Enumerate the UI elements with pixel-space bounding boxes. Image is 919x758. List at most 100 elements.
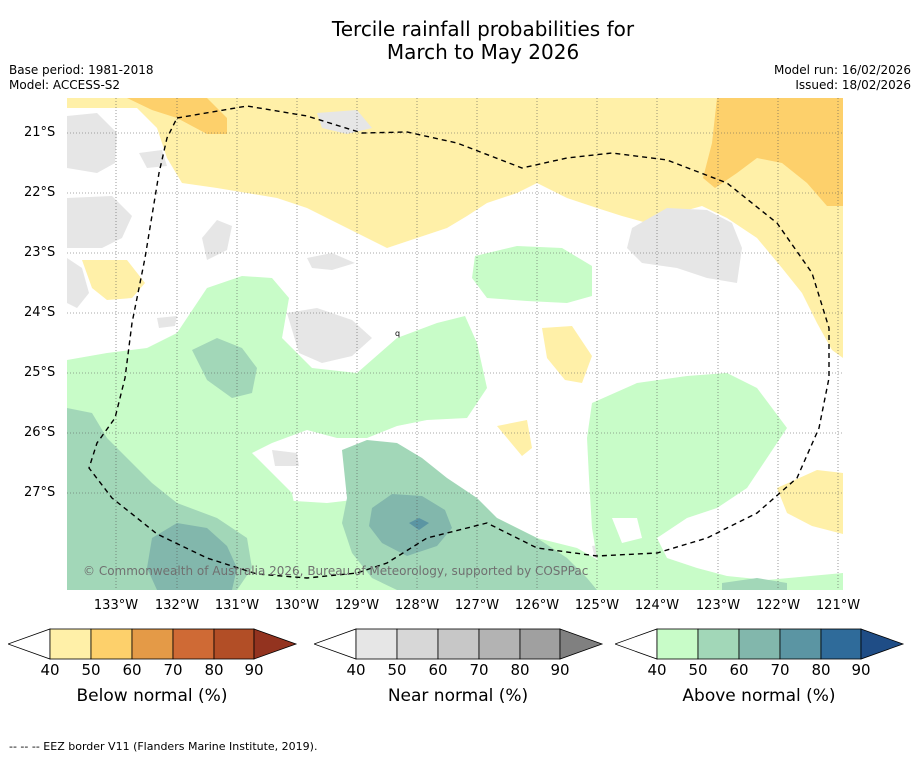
lat-label-26: 26°S bbox=[24, 425, 56, 440]
below-normal-se-patch bbox=[777, 470, 843, 534]
below-swatch-50 bbox=[90, 628, 133, 660]
near-tick-70: 70 bbox=[469, 661, 489, 679]
near-normal-mid-3 bbox=[157, 316, 177, 328]
lon-label-122: 122°W bbox=[755, 598, 801, 613]
below-tick-70: 70 bbox=[163, 661, 183, 679]
title-line-1: Tercile rainfall probabilities for bbox=[331, 17, 635, 41]
below-extend-right bbox=[253, 628, 298, 660]
near-swatch-60 bbox=[437, 628, 480, 660]
above-normal-title: Above normal (%) bbox=[682, 686, 836, 706]
lon-label-127: 127°W bbox=[454, 598, 500, 613]
lon-label-129: 129°W bbox=[334, 598, 380, 613]
near-extend-right bbox=[559, 628, 604, 660]
lat-label-25: 25°S bbox=[24, 365, 56, 380]
near-normal-w-1 bbox=[67, 196, 132, 248]
above-swatch-60 bbox=[738, 628, 781, 660]
above-swatch-40 bbox=[656, 628, 699, 660]
below-swatch-60 bbox=[131, 628, 174, 660]
lon-label-124: 124°W bbox=[634, 598, 680, 613]
lat-label-22: 22°S bbox=[24, 185, 56, 200]
lat-label-24: 24°S bbox=[24, 305, 56, 320]
meta-right: Model run: 16/02/2026 Issued: 18/02/2026 bbox=[774, 63, 911, 93]
below-normal-title: Below normal (%) bbox=[76, 686, 228, 706]
above-normal-east bbox=[587, 373, 843, 590]
above-swatch-70 bbox=[779, 628, 822, 660]
eez-legend-text: -- -- -- EEZ border V11 (Flanders Marine… bbox=[9, 740, 318, 753]
below-normal-north-region bbox=[67, 98, 843, 358]
issued-date: Issued: 18/02/2026 bbox=[795, 78, 911, 92]
above-extend-right bbox=[860, 628, 905, 660]
below-tick-40: 40 bbox=[40, 661, 60, 679]
below-tick-90: 90 bbox=[244, 661, 264, 679]
above-tick-80: 80 bbox=[811, 661, 831, 679]
near-normal-title: Near normal (%) bbox=[387, 686, 529, 706]
near-normal-mid-1 bbox=[307, 253, 355, 270]
above-normal-west-teal-2 bbox=[192, 338, 257, 398]
above-tick-60: 60 bbox=[729, 661, 749, 679]
lon-label-125: 125°W bbox=[574, 598, 620, 613]
near-tick-90: 90 bbox=[550, 661, 570, 679]
lon-label-131: 131°W bbox=[214, 598, 260, 613]
below-normal-west-patch bbox=[82, 260, 145, 300]
model-run: Model run: 16/02/2026 bbox=[773, 63, 911, 77]
above-normal-gap-1 bbox=[612, 518, 642, 543]
stray-label: q bbox=[395, 329, 401, 338]
above-tick-50: 50 bbox=[688, 661, 708, 679]
near-normal-w-3 bbox=[67, 258, 89, 308]
above-swatch-50 bbox=[697, 628, 740, 660]
lon-label-126: 126°W bbox=[514, 598, 560, 613]
near-swatch-50 bbox=[396, 628, 439, 660]
map-svg bbox=[67, 98, 843, 590]
below-tick-80: 80 bbox=[204, 661, 224, 679]
near-normal-south-1 bbox=[272, 450, 299, 466]
meta-left: Base period: 1981-2018 Model: ACCESS-S2 bbox=[9, 63, 154, 93]
lon-label-128: 128°W bbox=[394, 598, 440, 613]
graticule bbox=[67, 98, 843, 590]
copyright-text: © Commonwealth of Australia 2026, Bureau… bbox=[83, 564, 589, 578]
lon-label-133: 133°W bbox=[93, 598, 139, 613]
near-normal-top-1 bbox=[317, 110, 372, 134]
probability-map: © Commonwealth of Australia 2026, Bureau… bbox=[67, 98, 843, 590]
lon-label-130: 130°W bbox=[274, 598, 320, 613]
lon-label-121: 121°W bbox=[815, 598, 861, 613]
near-swatch-80 bbox=[519, 628, 561, 660]
near-tick-40: 40 bbox=[346, 661, 366, 679]
colorbar-near bbox=[314, 628, 604, 660]
map-title: Tercile rainfall probabilities for March… bbox=[0, 18, 919, 64]
near-swatch-40 bbox=[355, 628, 398, 660]
lon-label-132: 132°W bbox=[154, 598, 200, 613]
above-normal-se-teal bbox=[722, 578, 787, 590]
below-normal-south-patch bbox=[497, 420, 532, 456]
base-period: Base period: 1981-2018 bbox=[9, 63, 154, 77]
near-normal-w-2 bbox=[202, 220, 232, 260]
below-swatch-80 bbox=[213, 628, 255, 660]
near-normal-nw-2 bbox=[139, 150, 167, 168]
above-swatch-80 bbox=[820, 628, 862, 660]
below-tick-50: 50 bbox=[81, 661, 101, 679]
near-normal-nw-1 bbox=[67, 113, 117, 173]
lon-label-123: 123°W bbox=[695, 598, 741, 613]
title-line-2: March to May 2026 bbox=[386, 40, 580, 64]
near-extend-left bbox=[314, 628, 357, 660]
model-name: Model: ACCESS-S2 bbox=[9, 78, 121, 92]
below-swatch-40 bbox=[49, 628, 92, 660]
below-normal-central-patch bbox=[542, 326, 592, 383]
above-normal-center-deepest bbox=[409, 518, 429, 530]
lat-label-21: 21°S bbox=[24, 125, 56, 140]
above-normal-center-north bbox=[472, 246, 592, 303]
near-tick-60: 60 bbox=[428, 661, 448, 679]
colorbar-above bbox=[615, 628, 905, 660]
lat-label-23: 23°S bbox=[24, 245, 56, 260]
above-tick-90: 90 bbox=[851, 661, 871, 679]
near-normal-mid-2 bbox=[287, 308, 372, 363]
near-tick-50: 50 bbox=[387, 661, 407, 679]
below-extend-left bbox=[8, 628, 51, 660]
near-normal-east bbox=[627, 208, 742, 283]
below-tick-60: 60 bbox=[122, 661, 142, 679]
above-tick-40: 40 bbox=[647, 661, 667, 679]
near-swatch-70 bbox=[478, 628, 521, 660]
above-tick-70: 70 bbox=[770, 661, 790, 679]
lat-label-27: 27°S bbox=[24, 485, 56, 500]
eez-border bbox=[88, 105, 830, 579]
colorbar-below bbox=[8, 628, 298, 660]
